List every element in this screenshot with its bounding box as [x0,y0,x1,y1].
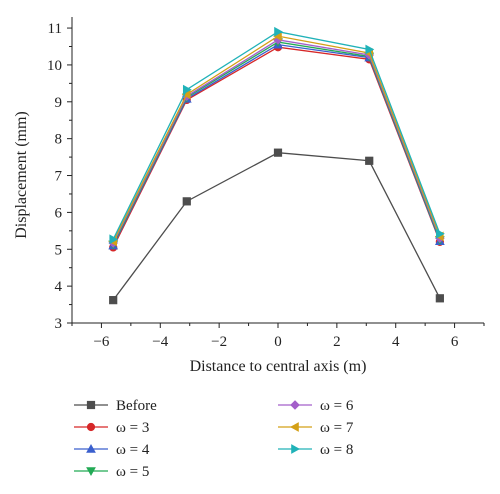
series-line-4 [112,39,441,244]
legend-marker-6 [291,444,300,454]
legend-marker-1 [86,422,96,432]
y-tick-label-0: 3 [55,316,63,332]
series-line-6 [112,31,441,240]
series-6 [109,26,445,245]
series-6-point-0 [109,234,119,245]
series-0-point-4 [435,294,444,303]
legend-marker-5 [290,422,299,432]
legend-item-1: ω = 3 [74,420,149,436]
axes-layer: −6 −4 −2 0 2 4 6 3 4 5 6 7 8 9 10 11 [47,17,485,350]
y-tick-label-4: 7 [55,169,63,185]
legend-marker-2 [86,444,96,453]
series-0-point-2 [273,148,283,157]
x-axis-title: Distance to central axis (m) [190,358,367,375]
x-tick-label-3: 0 [274,334,282,350]
series-5 [108,31,444,247]
series-0-point-0 [109,296,118,305]
legend-label-2: ω = 4 [116,442,150,458]
legend-item-6: ω = 8 [278,442,353,458]
series-1 [109,43,444,252]
y-tick-label-3: 6 [55,205,63,221]
legend-marker-4 [290,400,300,410]
y-tick-label-1: 4 [55,279,63,295]
x-tick-label-6: 6 [451,334,459,350]
y-tick-label-8: 11 [48,21,62,37]
y-tick-label-5: 8 [55,132,63,148]
legend-marker-0 [86,400,96,410]
legend: Before ω = 3 ω = 4 ω = 5 ω = 6 ω = 7 ω = 8 [74,398,354,480]
legend-item-0: Before [74,398,157,414]
series-line-0 [112,152,441,301]
y-tick-label-2: 5 [55,242,63,258]
series-6-point-3 [365,44,375,55]
legend-label-6: ω = 8 [320,442,353,458]
legend-label-4: ω = 6 [320,398,354,414]
legend-label-1: ω = 3 [116,420,149,436]
legend-item-5: ω = 7 [278,420,354,436]
series-0-point-3 [365,156,374,165]
x-tick-label-1: −4 [152,334,168,350]
series-0 [109,148,444,305]
legend-item-4: ω = 6 [278,398,354,414]
legend-label-0: Before [116,398,157,414]
series-3 [108,38,445,250]
x-tick-label-0: −6 [93,334,109,350]
legend-marker-3 [86,467,96,476]
x-tick-label-5: 4 [392,334,400,350]
series-6-point-1 [182,84,192,95]
legend-label-3: ω = 5 [116,464,149,480]
series-layer [108,26,445,305]
series-6-point-2 [274,26,283,37]
series-6-point-4 [436,228,445,239]
y-axis-title: Displacement (mm) [13,111,30,239]
legend-item-2: ω = 4 [74,442,150,458]
x-tick-label-4: 2 [333,334,341,350]
legend-item-3: ω = 5 [74,464,149,480]
y-tick-label-7: 10 [47,58,62,74]
y-tick-label-6: 9 [55,95,63,111]
series-4 [108,35,445,248]
x-tick-label-2: −2 [211,334,227,350]
legend-label-5: ω = 7 [320,420,354,436]
series-0-point-1 [182,197,191,206]
